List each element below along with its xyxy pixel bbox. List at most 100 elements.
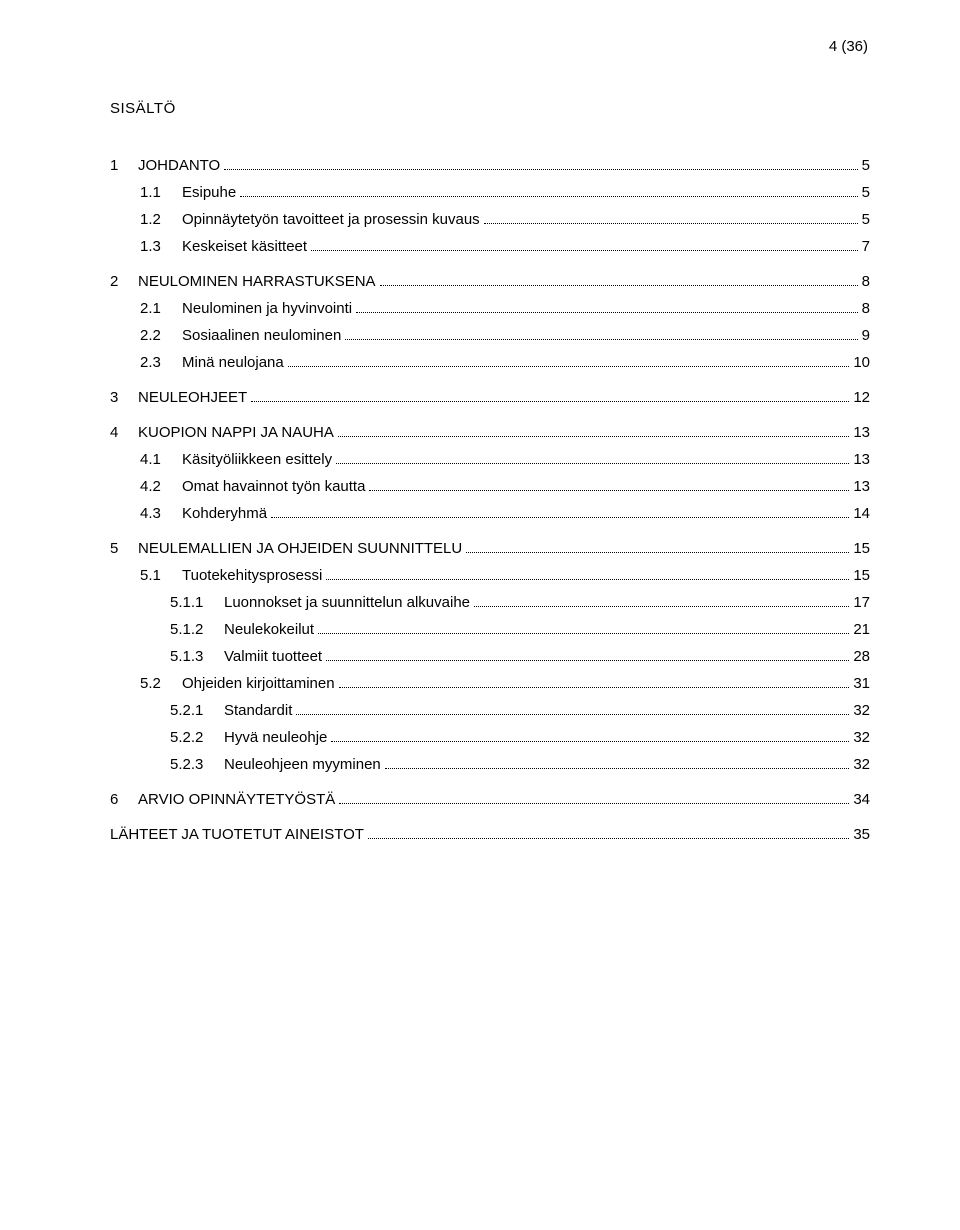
toc-entry: 5.2.1Standardit32 [110, 702, 870, 719]
toc-entry: 4.3Kohderyhmä14 [110, 505, 870, 522]
toc-entry: LÄHTEET JA TUOTETUT AINEISTOT 35 [110, 826, 870, 843]
toc-entry-page: 15 [853, 540, 870, 557]
toc-entry-number: 5 [110, 540, 138, 557]
toc-entry-number: 5.2 [140, 675, 182, 692]
toc-leader-dots [251, 401, 849, 402]
table-of-contents: 1JOHDANTO 5 1.1Esipuhe 5 1.2Opinnäytetyön ta… [110, 157, 870, 843]
toc-leader-dots [339, 803, 849, 804]
toc-leader-dots [326, 579, 849, 580]
toc-entry-page: 21 [853, 621, 870, 638]
toc-entry-title: Esipuhe [182, 184, 236, 201]
toc-entry-title: Keskeiset käsitteet [182, 238, 307, 255]
toc-entry: 5NEULEMALLIEN JA OHJEIDEN SUUNNITTELU15 [110, 540, 870, 557]
toc-entry-title: KUOPION NAPPI JA NAUHA [138, 424, 334, 441]
toc-entry-page: 9 [862, 327, 870, 344]
toc-entry-title: ARVIO OPINNÄYTETYÖSTÄ [138, 791, 335, 808]
toc-entry: 2.3Minä neulojana10 [110, 354, 870, 371]
toc-entry-title: Luonnokset ja suunnittelun alkuvaihe [224, 594, 470, 611]
toc-entry-number: 5.2.2 [170, 729, 224, 746]
toc-entry-page: 15 [853, 567, 870, 584]
toc-entry-number: 5.1.1 [170, 594, 224, 611]
toc-entry-page: 8 [862, 273, 870, 290]
toc-leader-dots [336, 463, 849, 464]
toc-entry-number: 1 [110, 157, 138, 174]
toc-entry-page: 5 [862, 184, 870, 201]
toc-leader-dots [474, 606, 849, 607]
toc-leader-dots [311, 250, 858, 251]
toc-leader-dots [326, 660, 849, 661]
toc-entry-number: 5.1 [140, 567, 182, 584]
toc-entry-page: 32 [853, 756, 870, 773]
toc-entry-page: 13 [853, 424, 870, 441]
toc-leader-dots [296, 714, 849, 715]
toc-leader-dots [380, 285, 858, 286]
toc-entry-title: Käsityöliikkeen esittely [182, 451, 332, 468]
toc-entry-page: 31 [853, 675, 870, 692]
toc-heading: SISÄLTÖ [110, 100, 870, 117]
toc-entry-page: 32 [853, 729, 870, 746]
toc-leader-dots [356, 312, 858, 313]
toc-entry-number: 1.2 [140, 211, 182, 228]
toc-entry: 5.1.3Valmiit tuotteet 28 [110, 648, 870, 665]
toc-entry: 2NEULOMINEN HARRASTUKSENA 8 [110, 273, 870, 290]
toc-entry-page: 14 [853, 505, 870, 522]
toc-entry: 3NEULEOHJEET12 [110, 389, 870, 406]
toc-leader-dots [345, 339, 857, 340]
toc-leader-dots [271, 517, 849, 518]
toc-entry-number: 4 [110, 424, 138, 441]
toc-entry-title: Valmiit tuotteet [224, 648, 322, 665]
toc-leader-dots [339, 687, 850, 688]
toc-leader-dots [331, 741, 849, 742]
toc-entry: 1.3Keskeiset käsitteet7 [110, 238, 870, 255]
toc-entry: 5.2Ohjeiden kirjoittaminen 31 [110, 675, 870, 692]
toc-entry-page: 35 [853, 826, 870, 843]
toc-entry-number: 5.2.1 [170, 702, 224, 719]
toc-leader-dots [288, 366, 850, 367]
toc-entry: 5.2.2Hyvä neuleohje 32 [110, 729, 870, 746]
toc-entry-title: Sosiaalinen neulominen [182, 327, 341, 344]
toc-entry-number: 2 [110, 273, 138, 290]
toc-entry: 1.1Esipuhe 5 [110, 184, 870, 201]
toc-entry-title: LÄHTEET JA TUOTETUT AINEISTOT [110, 826, 364, 843]
toc-leader-dots [338, 436, 849, 437]
toc-entry-number: 2.1 [140, 300, 182, 317]
toc-entry-title: Neulekokeilut [224, 621, 314, 638]
toc-entry-page: 28 [853, 648, 870, 665]
toc-entry-title: Hyvä neuleohje [224, 729, 327, 746]
toc-entry: 4KUOPION NAPPI JA NAUHA 13 [110, 424, 870, 441]
toc-entry: 4.1Käsityöliikkeen esittely 13 [110, 451, 870, 468]
toc-entry-title: Standardit [224, 702, 292, 719]
toc-entry-number: 2.3 [140, 354, 182, 371]
toc-entry-number: 4.3 [140, 505, 182, 522]
toc-entry: 2.2Sosiaalinen neulominen 9 [110, 327, 870, 344]
toc-entry-number: 2.2 [140, 327, 182, 344]
toc-entry-page: 17 [853, 594, 870, 611]
toc-entry-title: Neulominen ja hyvinvointi [182, 300, 352, 317]
toc-leader-dots [484, 223, 858, 224]
toc-entry: 1.2Opinnäytetyön tavoitteet ja prosessin… [110, 211, 870, 228]
toc-entry-number: 1.1 [140, 184, 182, 201]
toc-entry-page: 34 [853, 791, 870, 808]
toc-leader-dots [369, 490, 849, 491]
toc-leader-dots [466, 552, 849, 553]
toc-entry-number: 5.2.3 [170, 756, 224, 773]
toc-entry-number: 4.2 [140, 478, 182, 495]
toc-entry-number: 5.1.3 [170, 648, 224, 665]
toc-entry-number: 4.1 [140, 451, 182, 468]
toc-entry-title: Ohjeiden kirjoittaminen [182, 675, 335, 692]
toc-leader-dots [224, 169, 857, 170]
toc-entry-page: 13 [853, 451, 870, 468]
toc-entry-title: NEULOMINEN HARRASTUKSENA [138, 273, 376, 290]
document-page: 4 (36) SISÄLTÖ 1JOHDANTO51.1Esipuhe51.2O… [0, 0, 960, 1230]
toc-entry-title: NEULEOHJEET [138, 389, 247, 406]
toc-entry-page: 7 [862, 238, 870, 255]
toc-entry: 5.1.2Neulekokeilut21 [110, 621, 870, 638]
toc-entry-number: 3 [110, 389, 138, 406]
toc-entry-page: 13 [853, 478, 870, 495]
toc-entry: 2.1Neulominen ja hyvinvointi 8 [110, 300, 870, 317]
toc-entry: 6ARVIO OPINNÄYTETYÖSTÄ34 [110, 791, 870, 808]
toc-entry-title: Omat havainnot työn kautta [182, 478, 365, 495]
toc-entry-title: JOHDANTO [138, 157, 220, 174]
toc-entry-page: 8 [862, 300, 870, 317]
toc-entry-page: 10 [853, 354, 870, 371]
